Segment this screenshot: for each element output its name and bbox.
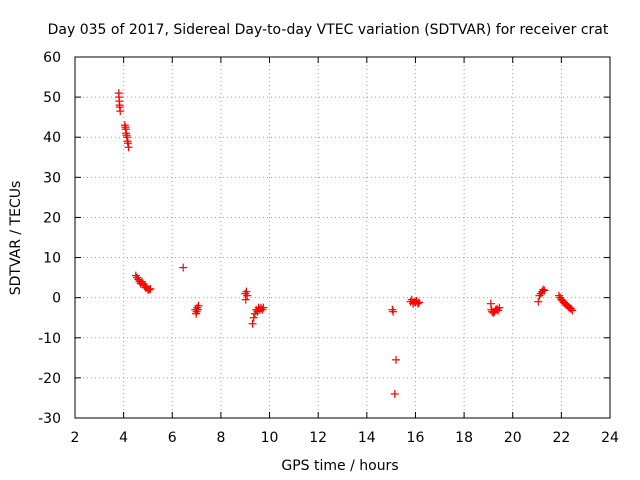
data-point	[193, 303, 202, 312]
y-axis-label: SDTVAR / TECUs	[8, 181, 24, 296]
data-point	[146, 284, 155, 293]
data-point	[390, 389, 399, 398]
x-tick-label: 2	[71, 430, 80, 446]
y-tick-label: 60	[43, 50, 61, 66]
x-tick-label: 16	[407, 430, 425, 446]
data-point	[389, 307, 398, 316]
data-point	[259, 303, 268, 312]
data-point	[137, 277, 146, 286]
x-tick-label: 22	[552, 430, 570, 446]
y-tick-label: 10	[43, 251, 61, 267]
data-point	[415, 298, 424, 307]
y-tick-label: -30	[38, 411, 61, 427]
data-point	[145, 285, 154, 294]
data-point	[131, 271, 140, 280]
data-point	[124, 143, 133, 152]
x-tick-label: 18	[455, 430, 473, 446]
y-tick-label: 0	[52, 291, 61, 307]
data-point	[139, 279, 148, 288]
data-point	[554, 291, 563, 300]
data-point	[258, 305, 267, 314]
x-tick-label: 8	[216, 430, 225, 446]
x-tick-label: 6	[168, 430, 177, 446]
data-point	[248, 319, 257, 328]
data-point	[242, 287, 251, 296]
y-tick-label: 30	[43, 170, 61, 186]
chart-title: Day 035 of 2017, Sidereal Day-to-day VTE…	[48, 22, 609, 38]
x-tick-label: 12	[309, 430, 327, 446]
data-point	[534, 297, 543, 306]
y-tick-label: 40	[43, 130, 61, 146]
x-axis-label: GPS time / hours	[281, 458, 398, 474]
data-point	[116, 107, 125, 116]
y-tick-label: 50	[43, 90, 61, 106]
data-point	[179, 263, 188, 272]
x-tick-label: 10	[261, 430, 279, 446]
data-point	[540, 286, 549, 295]
data-point	[388, 305, 397, 314]
data-point	[193, 305, 202, 314]
data-point	[568, 306, 577, 315]
data-point	[134, 275, 143, 284]
data-point	[535, 291, 544, 300]
data-point	[243, 291, 252, 300]
y-tick-label: -10	[38, 331, 61, 347]
data-point	[194, 301, 203, 310]
x-tick-label: 4	[119, 430, 128, 446]
data-point	[495, 303, 504, 312]
data-series-sdtvar	[114, 89, 577, 398]
data-point	[249, 313, 258, 322]
data-point	[539, 285, 548, 294]
axis-ticks: 2 4 6 8 10 12 14 16 18 20 22 24-30-20-1001020304050…	[38, 50, 619, 446]
data-point	[392, 355, 400, 364]
data-point	[567, 304, 576, 313]
y-tick-label: -20	[38, 371, 61, 387]
y-tick-label: 20	[43, 210, 61, 226]
x-tick-label: 24	[601, 430, 619, 446]
data-point	[241, 295, 250, 304]
x-tick-label: 14	[358, 430, 376, 446]
x-tick-label: 20	[504, 430, 522, 446]
grid	[75, 57, 610, 418]
plot-frame	[74, 56, 611, 419]
data-point	[133, 273, 142, 282]
data-point	[413, 299, 422, 308]
